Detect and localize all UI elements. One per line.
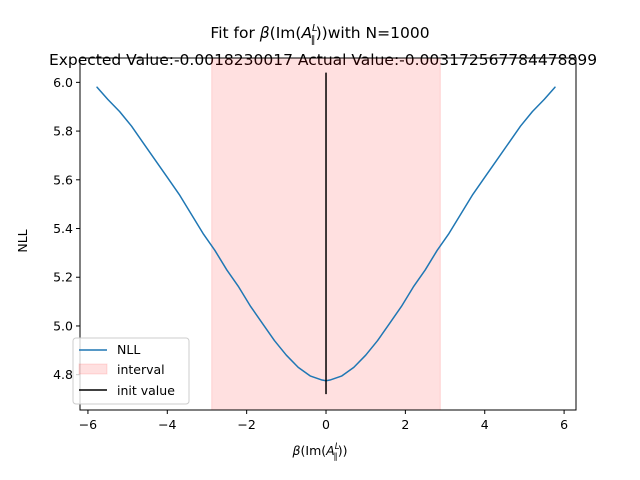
y-axis-ticks: 4.8 5.0 5.2 5.4 5.6 5.8 6.0 [53, 75, 80, 382]
x-tick-label: 6 [560, 417, 568, 432]
y-tick-label: 6.0 [53, 75, 73, 90]
x-axis-ticks: −6 −4 −2 0 2 4 6 [79, 410, 568, 432]
x-tick-label: −6 [79, 417, 97, 432]
axes-frame [79, 57, 577, 411]
legend-interval-label: interval [117, 362, 165, 377]
y-tick-label: 4.8 [53, 367, 73, 382]
x-tick-label: 2 [401, 417, 409, 432]
y-tick-label: 5.0 [53, 318, 73, 333]
chart-subtitle: Expected Value:-0.0018230017 Actual Valu… [49, 51, 597, 69]
x-tick-label: −4 [158, 417, 176, 432]
legend-box [72, 337, 190, 405]
x-tick-label: −2 [237, 417, 255, 432]
chart-title: Fit for β(Im(AL ∥))with N=1000 [210, 23, 429, 46]
x-tick-label: 0 [322, 417, 330, 432]
legend-interval-swatch [78, 363, 108, 375]
legend-nll-label: NLL [117, 342, 140, 357]
x-axis-label: β(Im(AL ∥)) [292, 442, 348, 462]
y-tick-label: 5.8 [53, 124, 73, 139]
y-tick-label: 5.6 [53, 172, 73, 187]
y-tick-label: 5.2 [53, 270, 73, 285]
legend: NLL interval init value [72, 337, 190, 405]
x-tick-label: 4 [481, 417, 489, 432]
y-axis-label: NLL [15, 229, 30, 252]
y-tick-label: 5.4 [53, 221, 73, 236]
legend-init-label: init value [117, 383, 175, 398]
